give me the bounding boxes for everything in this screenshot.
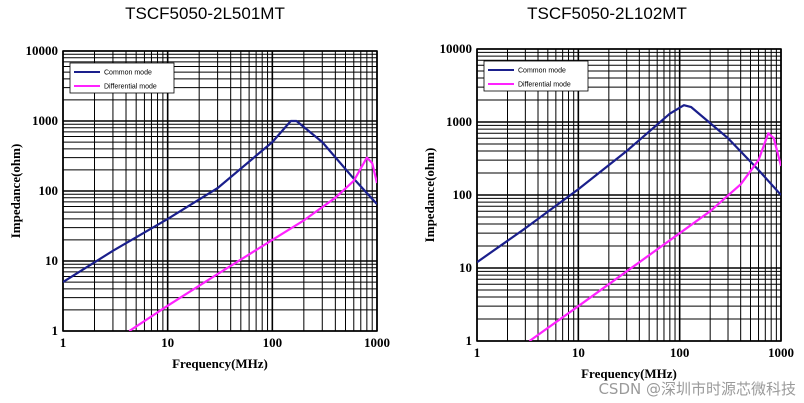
y-tick-label: 100 bbox=[39, 183, 59, 198]
chart-title-right: TSCF5050-2L102MT bbox=[527, 4, 687, 23]
x-tick-label: 100 bbox=[263, 335, 283, 350]
x-tick-label: 1 bbox=[60, 335, 67, 350]
legend-label: Differential mode bbox=[518, 82, 571, 89]
chart-title-left: TSCF5050-2L501MT bbox=[125, 4, 285, 23]
y-tick-label: 10 bbox=[459, 260, 472, 275]
x-axis-label: Frequency(MHz) bbox=[581, 366, 677, 381]
y-axis-label: Impedance(ohm) bbox=[8, 144, 23, 239]
y-tick-label: 10000 bbox=[440, 41, 473, 56]
legend-box bbox=[483, 60, 589, 92]
legend-label: Differential mode bbox=[104, 84, 157, 91]
plot-frame bbox=[62, 50, 378, 332]
y-tick-label: 1000 bbox=[32, 113, 58, 128]
y-tick-label: 1 bbox=[52, 323, 59, 338]
x-axis-label: Frequency(MHz) bbox=[172, 356, 268, 371]
series-line-differential-mode bbox=[528, 132, 781, 341]
x-tick-label: 1000 bbox=[768, 345, 794, 360]
x-tick-label: 1 bbox=[474, 345, 481, 360]
x-tick-label: 1000 bbox=[364, 335, 390, 350]
legend: Common mode Differential mode bbox=[69, 62, 175, 94]
legend-label: Common mode bbox=[518, 68, 566, 75]
legend-box bbox=[69, 62, 175, 94]
y-tick-label: 10000 bbox=[26, 43, 59, 58]
chart-right: 1 10 100 1000 1 10 100 1000 10000 Frequency(MHz) I… bbox=[422, 41, 794, 381]
legend-label: Common mode bbox=[104, 70, 152, 77]
y-tick-label: 100 bbox=[453, 187, 473, 202]
x-tick-label: 10 bbox=[572, 345, 585, 360]
x-tick-label: 100 bbox=[670, 345, 690, 360]
series-line-common-mode bbox=[63, 119, 377, 284]
y-axis-label: Impedance(ohm) bbox=[422, 148, 437, 243]
grid bbox=[476, 48, 782, 342]
y-tick-label: 1000 bbox=[446, 114, 472, 129]
series-line-differential-mode bbox=[128, 156, 377, 331]
legend: Common mode Differential mode bbox=[483, 60, 589, 92]
y-tick-label: 10 bbox=[45, 253, 58, 268]
chart-left: 1 10 100 1000 1 10 100 1000 10000 Frequency(MHz) I… bbox=[8, 43, 390, 371]
y-tick-label: 1 bbox=[466, 333, 473, 348]
x-tick-label: 10 bbox=[161, 335, 174, 350]
series-line-common-mode bbox=[477, 104, 781, 264]
watermark: CSDN @深圳市时源芯微科技 bbox=[598, 380, 796, 398]
